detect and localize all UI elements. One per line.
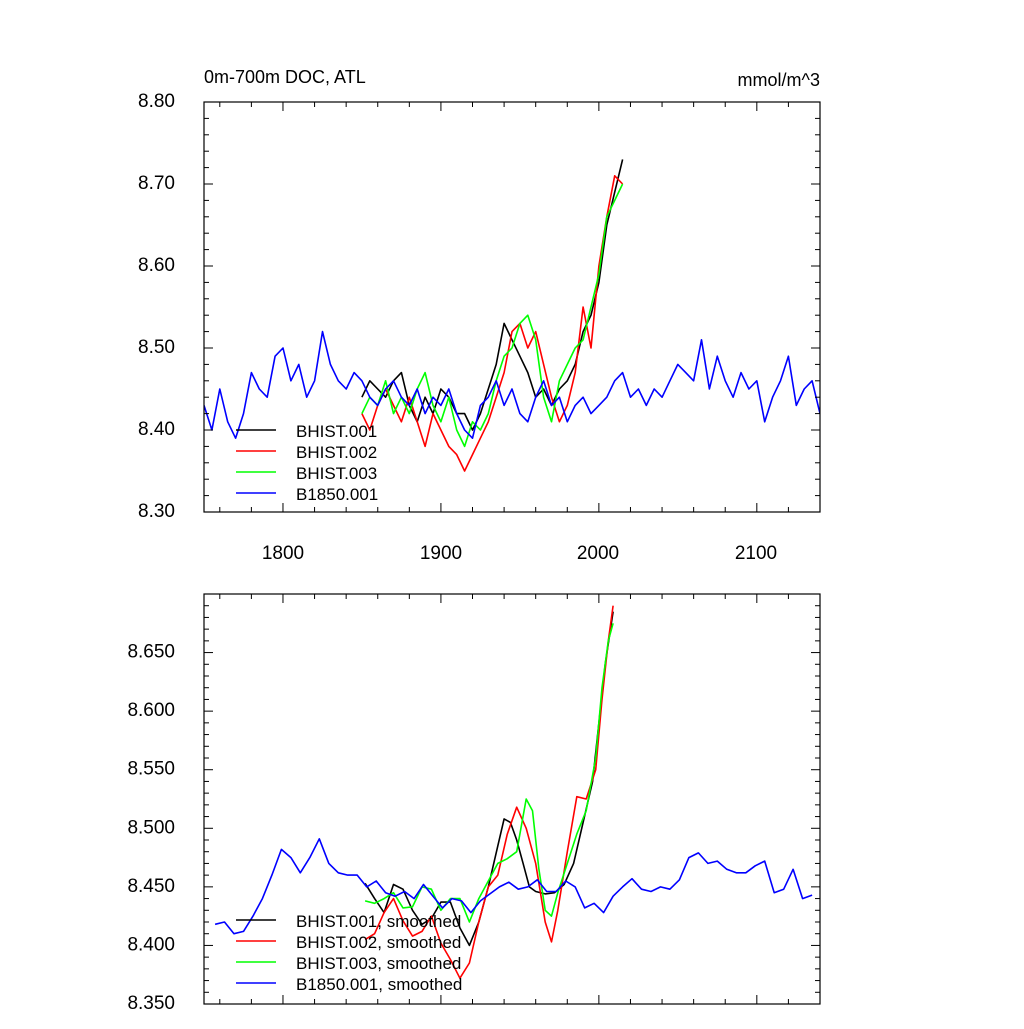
legend-label: B1850.001 <box>296 485 378 504</box>
bottom-y-tick-labels: 8.350 8.400 8.450 8.500 8.550 8.600 8.65… <box>127 642 175 1014</box>
x-tick-label: 1800 <box>262 543 304 564</box>
top-x-tick-labels: 1800 1900 2000 2100 <box>262 543 777 564</box>
y-tick-label: 8.400 <box>127 934 175 955</box>
bottom-ticks <box>204 593 821 1005</box>
x-tick-label: 2100 <box>735 543 777 564</box>
units-label: mmol/m^3 <box>738 70 820 90</box>
series-line <box>364 605 614 980</box>
series-line <box>361 183 624 448</box>
y-tick-label: 8.30 <box>138 501 175 522</box>
legend-label: BHIST.002, smoothed <box>296 933 461 952</box>
legend-label: BHIST.003, smoothed <box>296 954 461 973</box>
y-tick-label: 8.650 <box>127 642 175 663</box>
y-tick-label: 8.600 <box>127 700 175 721</box>
top-plot-frame <box>203 101 821 513</box>
bottom-plot-area <box>214 605 813 980</box>
legend-label: BHIST.001, smoothed <box>296 912 461 931</box>
top-plot-area <box>204 159 820 472</box>
y-tick-label: 8.450 <box>127 876 175 897</box>
series-line <box>361 175 624 472</box>
y-tick-label: 8.60 <box>138 255 175 276</box>
y-tick-label: 8.80 <box>138 91 175 112</box>
series-line <box>204 330 820 440</box>
series-line <box>364 623 614 923</box>
bottom-series-group <box>214 605 813 980</box>
legend-label: BHIST.003 <box>296 464 377 483</box>
bottom-legend: BHIST.001, smoothed BHIST.002, smoothed … <box>236 912 462 994</box>
top-panel: 0m-700m DOC, ATL mmol/m^3 8.30 8.40 8.50… <box>138 67 821 564</box>
top-y-tick-labels: 8.30 8.40 8.50 8.60 8.70 8.80 <box>138 91 175 522</box>
bottom-panel: 8.350 8.400 8.450 8.500 8.550 8.600 8.65… <box>127 593 821 1014</box>
panel-title: 0m-700m DOC, ATL <box>204 67 366 87</box>
y-tick-label: 8.350 <box>127 993 175 1014</box>
series-line <box>361 159 624 431</box>
y-tick-label: 8.40 <box>138 419 175 440</box>
legend-label: B1850.001, smoothed <box>296 975 462 994</box>
top-series-group <box>204 159 820 472</box>
top-legend: BHIST.001 BHIST.002 BHIST.003 B1850.001 <box>236 422 378 504</box>
series-line <box>214 838 813 935</box>
x-tick-label: 1900 <box>420 543 462 564</box>
bottom-plot-frame <box>203 593 821 1005</box>
y-tick-label: 8.550 <box>127 759 175 780</box>
x-tick-label: 2000 <box>577 543 619 564</box>
legend-label: BHIST.001 <box>296 422 377 441</box>
y-tick-label: 8.50 <box>138 337 175 358</box>
y-tick-label: 8.70 <box>138 173 175 194</box>
y-tick-label: 8.500 <box>127 817 175 838</box>
legend-label: BHIST.002 <box>296 443 377 462</box>
